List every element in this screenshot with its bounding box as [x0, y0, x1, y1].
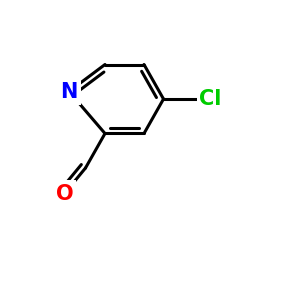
Text: N: N	[60, 82, 78, 101]
Text: Cl: Cl	[200, 89, 222, 109]
Text: O: O	[56, 184, 73, 203]
